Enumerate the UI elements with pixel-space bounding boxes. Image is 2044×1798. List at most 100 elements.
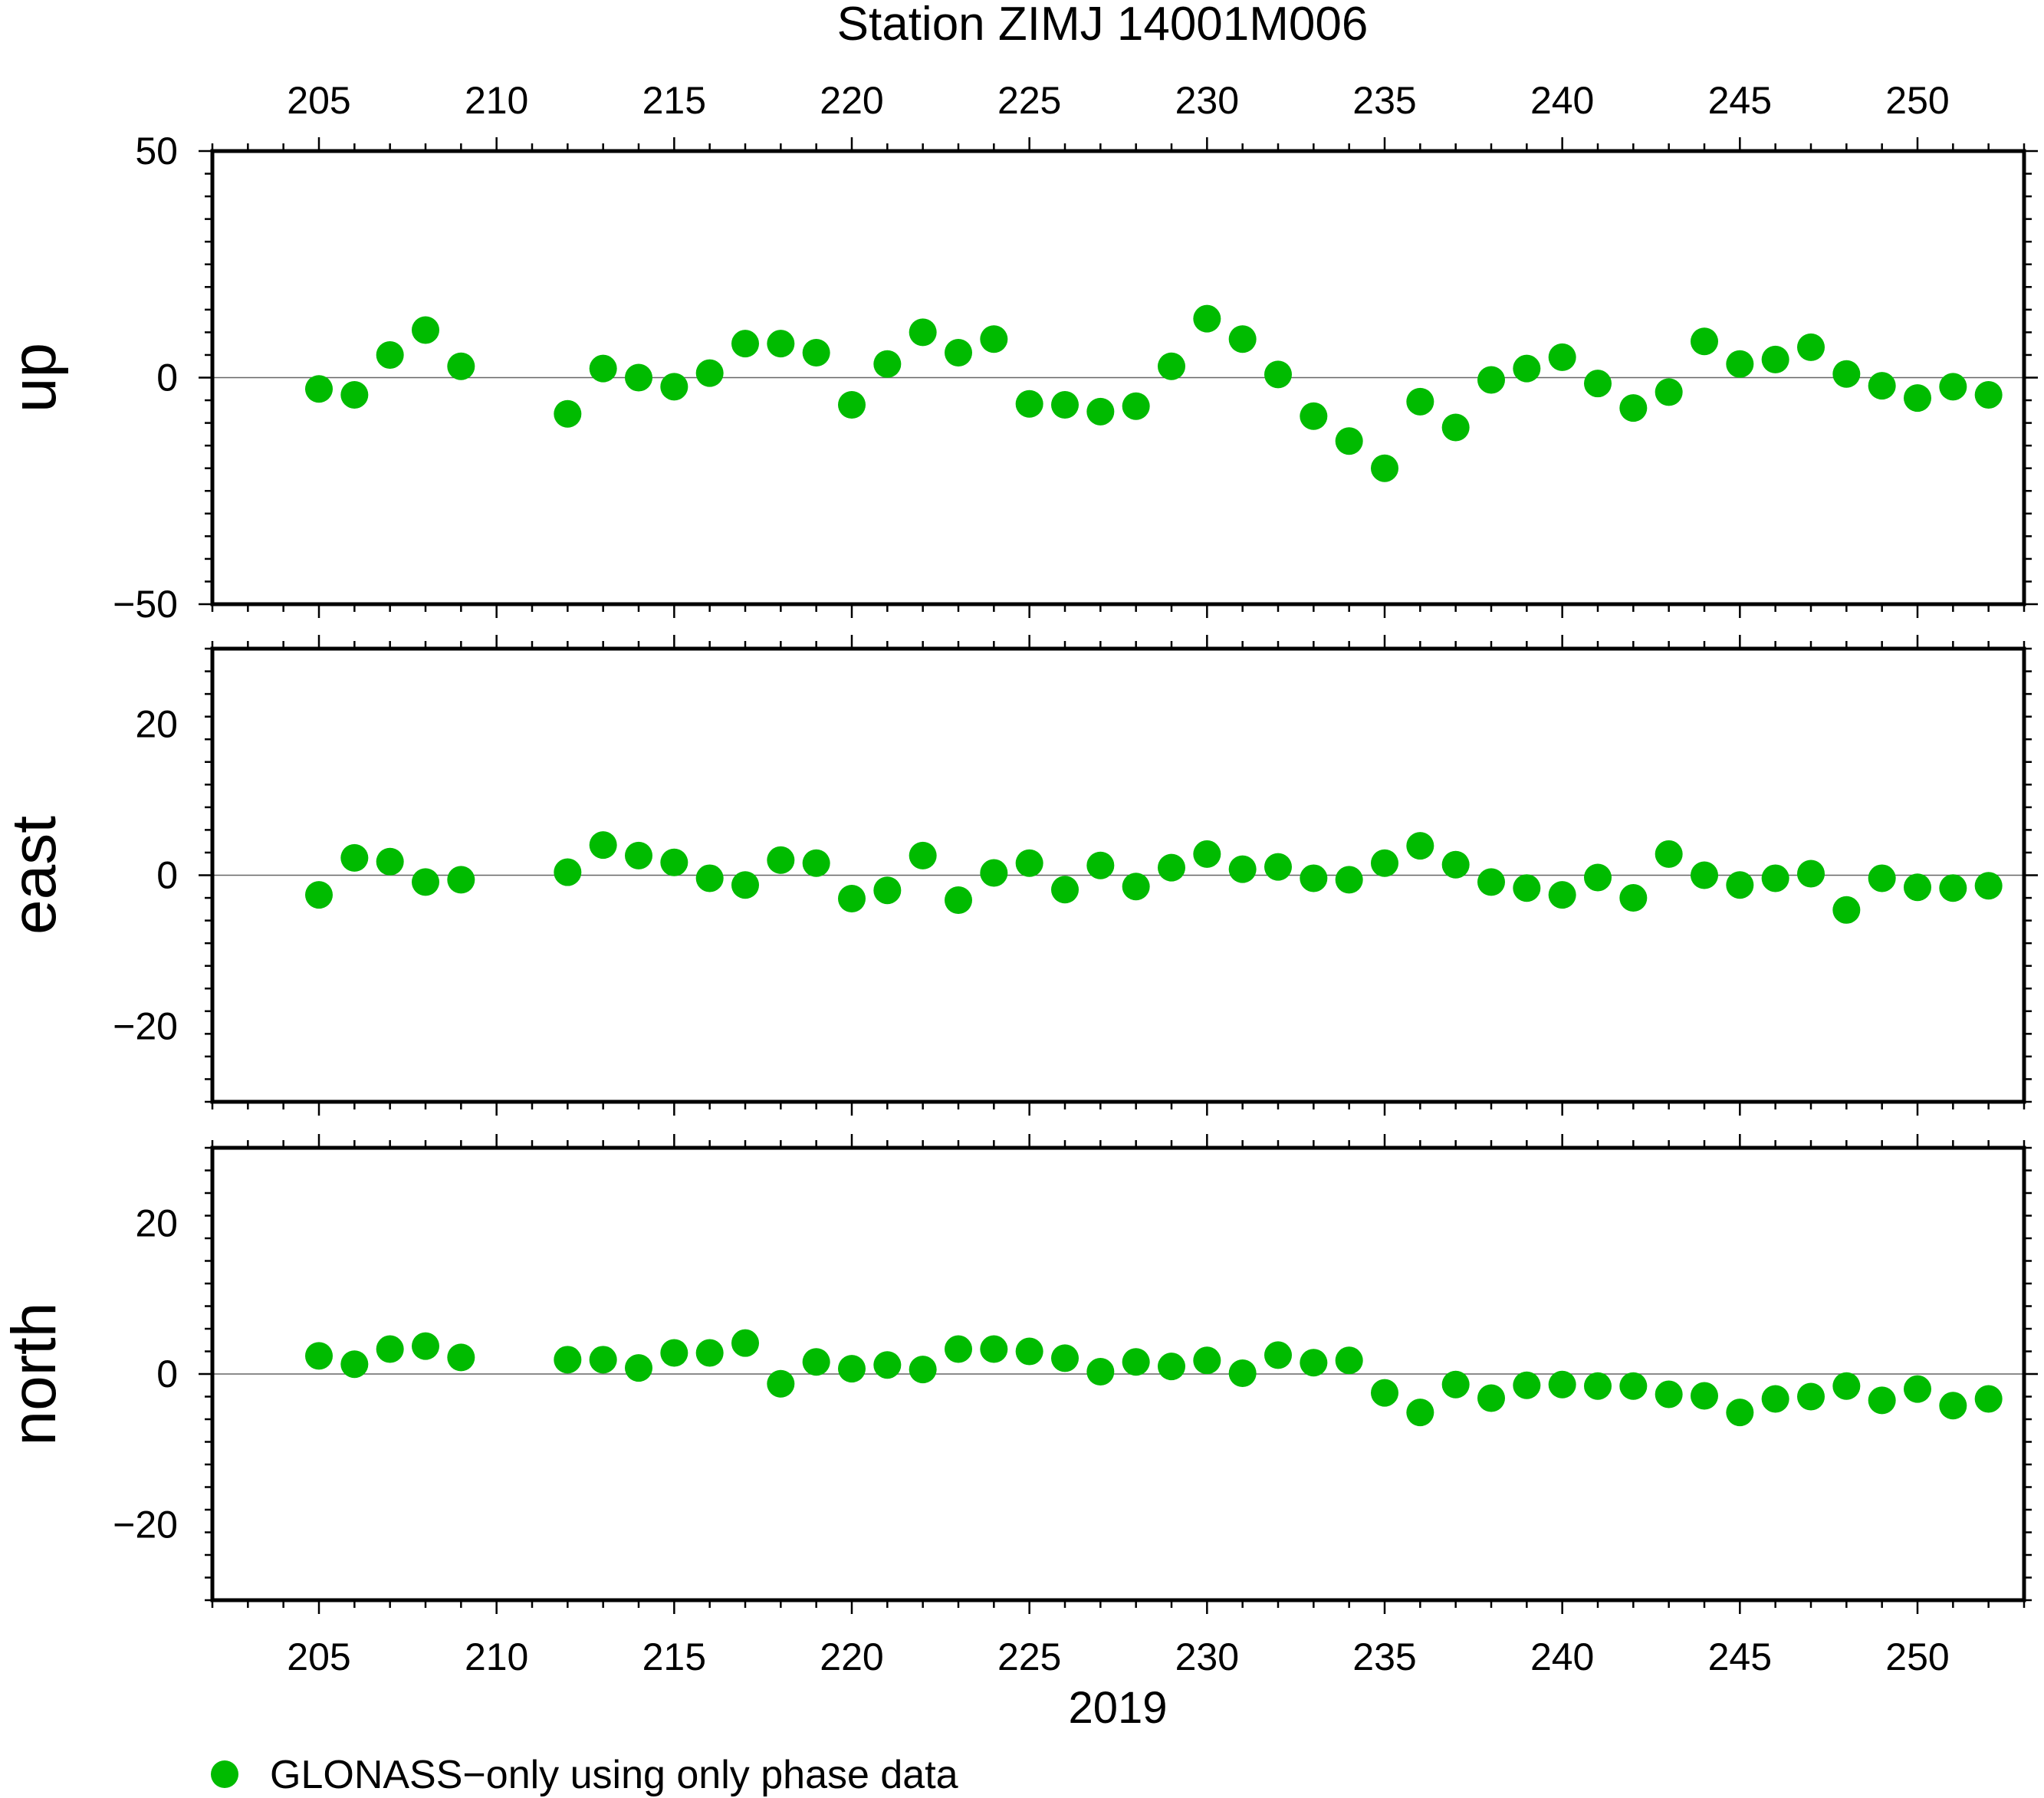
data-point <box>1477 868 1505 896</box>
panel-north: 20 0 −20 north <box>0 1134 2038 1614</box>
data-point <box>1441 413 1470 442</box>
data-point <box>1619 884 1648 912</box>
x-axis-title: 2019 <box>1068 1683 1167 1733</box>
data-point <box>1122 1348 1150 1376</box>
data-point <box>447 866 475 894</box>
data-point <box>1086 851 1115 879</box>
data-point <box>1086 397 1115 426</box>
data-point <box>802 1348 830 1376</box>
data-point <box>767 330 795 358</box>
data-point <box>1122 873 1150 901</box>
data-point <box>695 359 724 387</box>
data-point <box>1015 1337 1043 1366</box>
data-point <box>1122 392 1150 420</box>
data-point <box>695 1339 724 1367</box>
data-point <box>945 1335 972 1363</box>
data-point <box>1371 1379 1398 1407</box>
data-point <box>447 352 475 380</box>
data-point <box>340 380 369 409</box>
legend-label: GLONASS−only using only phase data <box>270 1753 958 1797</box>
data-point <box>1619 1372 1648 1400</box>
panel-label-north: north <box>0 1303 69 1446</box>
data-point <box>1584 863 1612 892</box>
x-tick-label: 235 <box>1352 79 1416 122</box>
data-point <box>1477 366 1505 394</box>
data-point <box>1761 1385 1789 1413</box>
data-point <box>412 1332 439 1360</box>
data-point <box>625 1354 652 1382</box>
data-point <box>1691 861 1718 889</box>
panel-east: 20 0 −20 east <box>0 635 2038 1116</box>
data-point <box>731 330 759 358</box>
x-tick-label: 250 <box>1885 79 1949 122</box>
panel-frame <box>210 646 2026 1104</box>
data-point <box>1974 872 2003 900</box>
data-point <box>660 848 688 876</box>
data-point <box>945 338 972 367</box>
data-point <box>1228 855 1257 883</box>
data-point <box>1691 327 1718 356</box>
x-tick-label: 215 <box>642 79 706 122</box>
panel-frame <box>210 149 2026 606</box>
data-point <box>1904 873 1931 902</box>
x-tick-label: 210 <box>465 79 528 122</box>
x-tick-label: 225 <box>997 1635 1061 1678</box>
y-tick-label: 50 <box>135 130 178 173</box>
data-point <box>1371 454 1398 482</box>
data-point <box>305 1342 333 1370</box>
data-point <box>1513 874 1541 902</box>
data-point <box>1726 871 1754 899</box>
chart-title: Station ZIMJ 14001M006 <box>837 0 1369 51</box>
x-tick-label: 215 <box>642 1635 706 1678</box>
data-point <box>1797 333 1825 361</box>
data-point <box>376 1335 404 1363</box>
data-point <box>1513 1371 1541 1399</box>
y-tick-label: −50 <box>113 583 178 626</box>
x-tick-label: 240 <box>1530 1635 1594 1678</box>
data-point <box>625 363 652 392</box>
x-tick-label: 205 <box>287 1635 350 1678</box>
x-tick-label: 220 <box>820 1635 883 1678</box>
data-point <box>1939 1392 1967 1420</box>
panel-label-up: up <box>0 343 69 413</box>
data-point <box>1548 1370 1576 1399</box>
data-point <box>1584 370 1612 398</box>
data-point <box>1228 325 1257 353</box>
panels: 50 0 −50 up 20 0 −20 east 20 0 −20 north <box>0 130 2038 1614</box>
data-point <box>660 1339 688 1367</box>
data-point <box>1655 378 1683 406</box>
data-point <box>376 847 404 876</box>
data-point <box>1264 853 1292 881</box>
data-point <box>305 881 333 909</box>
data-point <box>412 316 439 344</box>
panel-up: 50 0 −50 up <box>0 130 2038 626</box>
x-tick-label: 235 <box>1352 1635 1416 1678</box>
data-point <box>802 338 830 367</box>
data-point <box>1051 1344 1079 1372</box>
data-point <box>1797 860 1825 888</box>
x-tick-label: 240 <box>1530 79 1594 122</box>
data-point <box>1477 1384 1505 1412</box>
data-point <box>1584 1372 1612 1400</box>
bottom-x-axis: 205 210 215 220 225 230 235 240 245 250 <box>287 1635 1949 1678</box>
x-tick-label: 250 <box>1885 1635 1949 1678</box>
data-point <box>1300 402 1328 430</box>
data-point <box>1406 1399 1434 1427</box>
data-point <box>1868 1386 1896 1415</box>
data-point <box>554 399 582 428</box>
y-tick-label: 20 <box>135 1201 178 1244</box>
data-point <box>1158 1353 1185 1381</box>
data-point <box>980 325 1008 353</box>
data-point <box>1300 864 1328 892</box>
x-tick-label: 225 <box>997 79 1061 122</box>
panel-frame <box>210 1146 2026 1602</box>
data-point <box>1406 387 1434 416</box>
data-point <box>1371 849 1398 877</box>
data-point <box>1655 840 1683 868</box>
data-point <box>1797 1382 1825 1411</box>
data-point <box>1974 380 2003 409</box>
data-point <box>589 354 617 383</box>
data-point <box>1335 427 1363 455</box>
x-tick-label: 230 <box>1175 79 1239 122</box>
